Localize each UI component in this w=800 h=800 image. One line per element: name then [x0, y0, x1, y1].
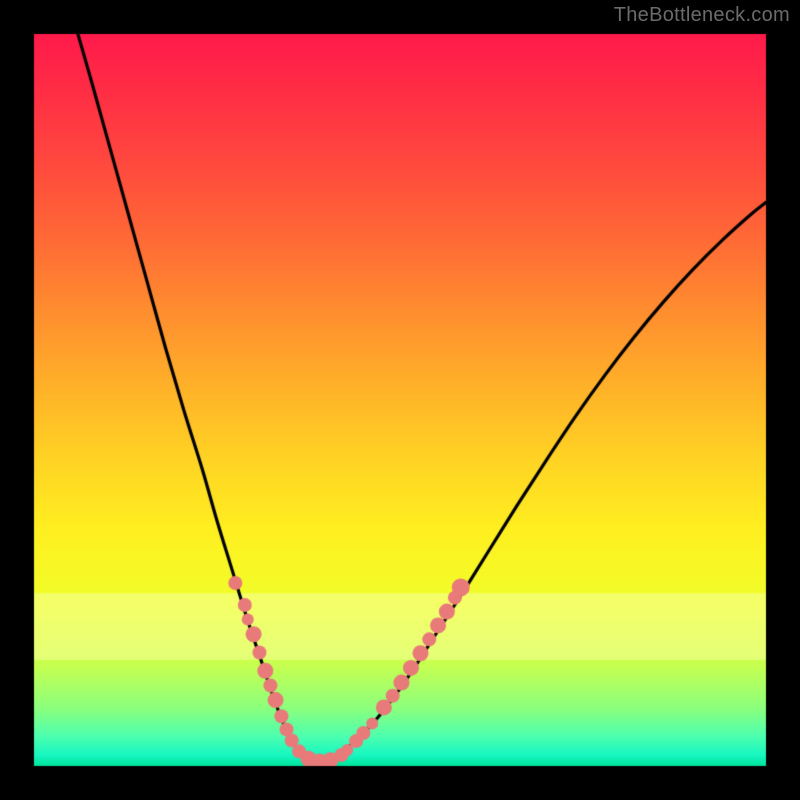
bottleneck-curve-plot	[0, 0, 800, 800]
chart-stage: TheBottleneck.com	[0, 0, 800, 800]
